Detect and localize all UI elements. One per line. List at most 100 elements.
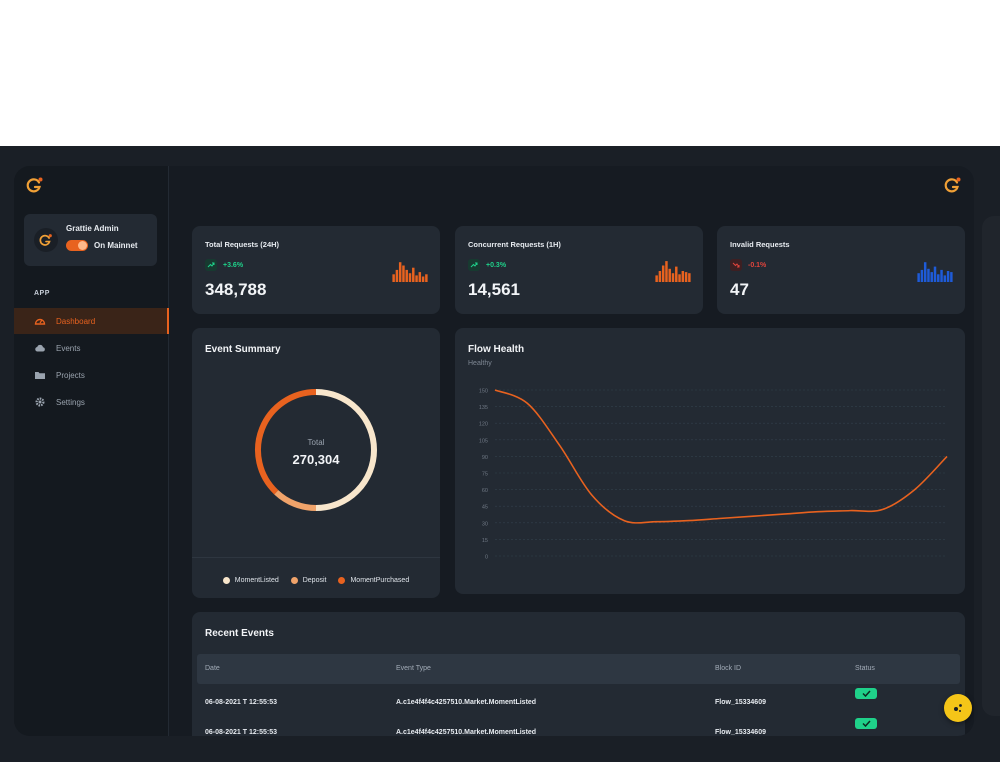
card-title: Flow Health	[468, 344, 525, 355]
y-tick-label: 60	[482, 488, 488, 494]
y-tick-label: 135	[479, 405, 488, 411]
cell-event-type: A.c1e4f4f4c4257510.Market.MomentListed	[396, 699, 537, 706]
donut-total-label: Total	[308, 438, 325, 447]
sparkline-bar	[684, 272, 688, 282]
dashboard-icon	[34, 315, 46, 327]
stat-card-total-requests: Total Requests (24H) +3.6% 348,788	[192, 226, 440, 314]
sparkline-bar	[668, 268, 671, 282]
y-tick-label: 0	[485, 555, 488, 561]
y-tick-label: 90	[482, 455, 488, 461]
gear-icon	[34, 396, 46, 408]
sparkline-bar	[950, 272, 953, 282]
column-header-date[interactable]: Date	[205, 665, 220, 672]
stat-delta-value: -0.1%	[748, 261, 767, 269]
stat-value: 14,561	[468, 280, 520, 299]
sidebar-item-dashboard[interactable]: Dashboard	[14, 308, 169, 334]
donut-slice-momentlisted	[315, 389, 377, 511]
sparkline-chart	[392, 262, 428, 282]
stat-title: Total Requests (24H)	[205, 240, 280, 249]
sparkline-chart	[655, 261, 691, 282]
sparkle-icon	[954, 704, 962, 712]
sparkline-bar	[665, 261, 668, 282]
trend-up-icon	[468, 259, 480, 271]
sparkline-bar	[937, 274, 940, 282]
sidebar-item-projects[interactable]: Projects	[14, 362, 169, 388]
legend-dot	[290, 577, 298, 584]
legend-item-deposit[interactable]: Deposit	[290, 577, 326, 584]
help-chat-button[interactable]	[944, 694, 972, 722]
sidebar-item-events[interactable]: Events	[14, 335, 169, 361]
divider	[192, 557, 440, 558]
y-tick-label: 105	[479, 438, 488, 444]
legend-label: MomentListed	[234, 577, 279, 584]
cell-date: 06-08-2021 T 12:55:53	[205, 699, 277, 706]
sparkline-bar	[402, 265, 405, 282]
column-header-status[interactable]: Status	[855, 665, 875, 672]
stat-title: Concurrent Requests (1H)	[468, 240, 561, 249]
stat-title: Invalid Requests	[730, 240, 790, 249]
nav-section-label: APP	[34, 290, 50, 297]
series-line	[494, 389, 948, 524]
sparkline-bar	[421, 276, 425, 282]
trend-down-icon	[730, 259, 742, 271]
avatar-logo-icon	[39, 234, 52, 246]
user-card[interactable]: Grattie Admin On Mainnet	[24, 214, 157, 266]
status-badge	[855, 718, 877, 729]
header-logo-icon[interactable]	[944, 176, 962, 194]
y-tick-label: 120	[479, 422, 488, 428]
cell-block-id: Flow_15334609	[715, 699, 766, 706]
sparkline-bar	[933, 266, 937, 282]
legend-label: MomentPurchased	[350, 577, 410, 584]
stat-value: 47	[730, 280, 749, 299]
y-tick-label: 75	[482, 472, 488, 478]
y-tick-label: 45	[482, 505, 488, 511]
check-icon	[861, 720, 871, 727]
sparkline-bar	[681, 271, 685, 282]
sparkline-bar	[415, 275, 418, 282]
y-tick-label: 15	[482, 538, 488, 544]
sparkline-bar	[930, 272, 933, 282]
folder-icon	[34, 369, 46, 381]
y-tick-label: 30	[482, 521, 488, 527]
column-header-event-type[interactable]: Event Type	[396, 665, 431, 672]
sparkline-bar	[398, 262, 402, 282]
card-title: Event Summary	[205, 344, 281, 355]
network-toggle[interactable]	[66, 240, 88, 251]
column-header-block-id[interactable]: Block ID	[715, 665, 742, 672]
sparkline-bar	[661, 265, 665, 282]
legend-item-momentlisted[interactable]: MomentListed	[222, 577, 279, 584]
table-header: Date Event Type Block ID Status	[197, 654, 960, 684]
card-subtitle: Healthy	[468, 360, 492, 367]
card-title: Recent Events	[205, 628, 274, 639]
sparkline-bar	[425, 274, 428, 282]
sparkline-bar	[412, 267, 415, 282]
table-row[interactable]: 06-08-2021 T 12:55:53 A.c1e4f4f4c4257510…	[197, 688, 960, 718]
sparkline-bar	[688, 273, 691, 282]
stat-card-invalid-requests: Invalid Requests -0.1% 47	[717, 226, 965, 314]
sparkline-bar	[418, 272, 422, 282]
stat-delta: +3.6%	[205, 259, 243, 271]
sidebar-item-label: Events	[56, 343, 81, 353]
sparkline-chart	[917, 262, 953, 282]
sparkline-bar	[917, 273, 920, 282]
legend-dot	[338, 577, 346, 584]
app-stage: Grattie Admin On Mainnet APP Dashboard E…	[0, 146, 1000, 762]
check-icon	[861, 690, 871, 697]
sparkline-bar	[927, 268, 930, 282]
donut-total-value: 270,304	[293, 452, 341, 467]
legend-item-momentpurchased[interactable]: MomentPurchased	[338, 577, 409, 584]
trend-up-icon	[205, 259, 217, 271]
line-chart: 0 15 30 45 60 75 90 105 120 135 150	[479, 389, 948, 561]
table-row[interactable]: 06-08-2021 T 12:55:53 A.c1e4f4f4c4257510…	[197, 718, 960, 736]
sidebar-item-settings[interactable]: Settings	[14, 389, 169, 415]
sparkline-bar	[923, 262, 927, 282]
sidebar-item-label: Projects	[56, 370, 85, 380]
cloud-icon	[34, 342, 46, 354]
cell-event-type: A.c1e4f4f4c4257510.Market.MomentListed	[396, 729, 537, 736]
status-badge	[855, 688, 877, 699]
stat-delta-value: +0.3%	[486, 261, 507, 269]
brand-logo-icon[interactable]	[26, 176, 44, 194]
donut-slice-deposit	[274, 490, 317, 511]
user-name: Grattie Admin	[66, 224, 119, 233]
sparkline-bar	[671, 273, 675, 282]
